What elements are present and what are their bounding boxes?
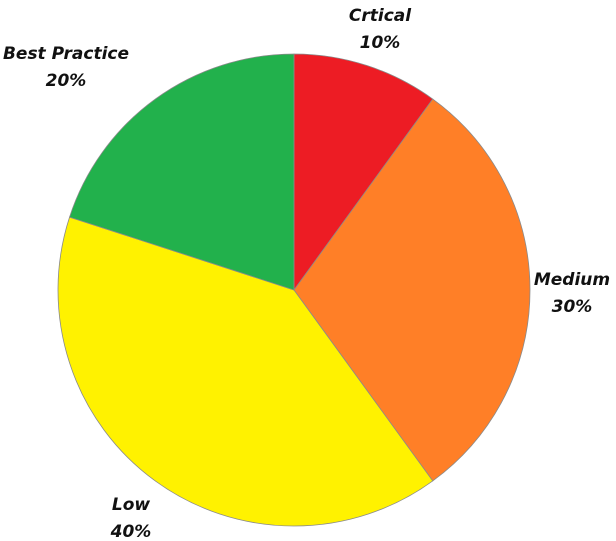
pie-slice-medium [293, 98, 531, 482]
slice-label-name: Low [112, 495, 151, 515]
slice-label-name: Crtical [349, 6, 412, 26]
slice-label-percent: 30% [552, 297, 593, 317]
slice-label-percent: 40% [110, 522, 152, 541]
pie-slices [57, 53, 531, 527]
slice-label-name: Best Practice [3, 44, 129, 64]
pie-labels: Crtical 10% Medium 30% Low 40% Best Practice 20… [3, 6, 610, 541]
slice-label-name: Medium [534, 270, 610, 290]
pie-slice-crtical [293, 53, 434, 292]
slice-label-percent: 20% [46, 71, 87, 91]
pie-slice-best-practice [69, 53, 295, 291]
pie-slice-low [57, 216, 434, 527]
slice-label-percent: 10% [360, 33, 401, 53]
